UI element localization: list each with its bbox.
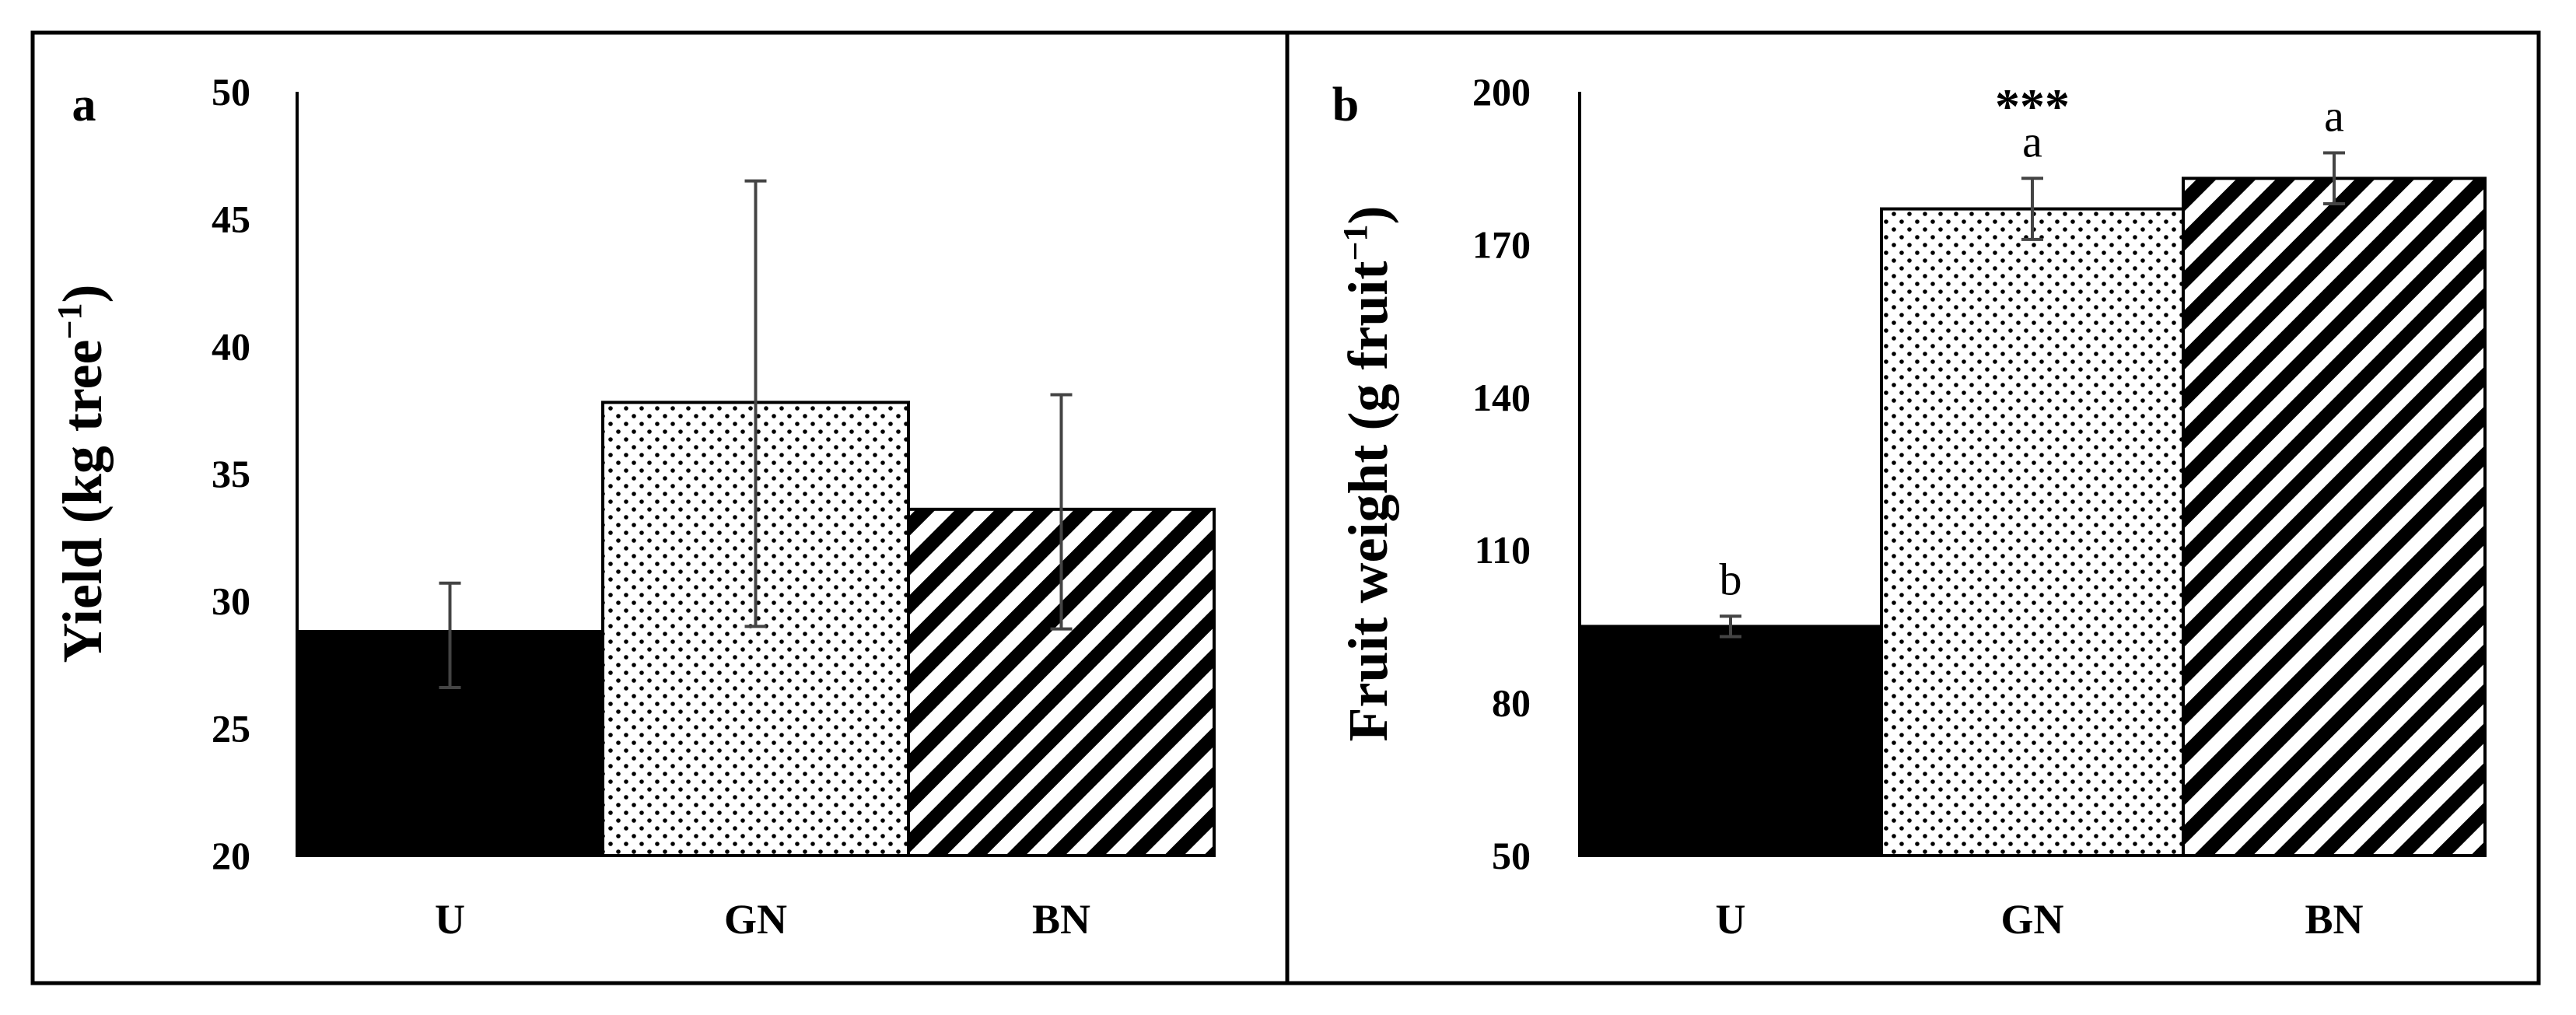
y-tick-label: 45 (212, 198, 250, 241)
y-tick-label: 200 (1472, 70, 1531, 114)
panel-b: b Fruit weight (g fruit−1) 50 80 110 140 170 20… (1332, 70, 2487, 943)
y-tick-label: 30 (212, 579, 250, 623)
y-tick-label: 80 (1492, 681, 1531, 725)
x-tick-label: U (435, 896, 465, 943)
bar-gn (1880, 207, 2185, 858)
significance-letter: a (2022, 116, 2042, 166)
x-tick-label: BN (1032, 896, 1090, 943)
error-bar (2021, 177, 2043, 241)
y-tick-label: 50 (212, 70, 250, 114)
error-bar (439, 581, 461, 689)
x-tick-label: GN (2001, 896, 2064, 943)
bar-u (1578, 625, 1883, 858)
bar-bn (2182, 177, 2487, 857)
y-tick-label: 170 (1472, 222, 1531, 266)
y-tick-label: 40 (212, 324, 250, 368)
x-tick-label: BN (2305, 896, 2363, 943)
significance-letter: b (1720, 554, 1742, 604)
significance-letter: a (2324, 91, 2344, 142)
y-tick-label: 25 (212, 706, 250, 750)
error-bar (2323, 151, 2345, 206)
y-tick-label: 20 (212, 834, 250, 877)
panel-letter: b (1332, 79, 1359, 131)
y-axis-label: Yield (kg tree−1) (51, 285, 114, 663)
error-bar (1050, 393, 1073, 631)
significance-stars: *** (1995, 79, 2070, 134)
x-tick-label: U (1716, 896, 1746, 943)
error-bar (1720, 614, 1741, 639)
panel-letter: a (72, 79, 96, 131)
y-tick-label: 50 (1492, 834, 1531, 877)
x-tick-label: GN (724, 896, 787, 943)
y-tick-label: 140 (1472, 376, 1531, 419)
y-tick-label: 35 (212, 452, 250, 495)
y-axis-label: Fruit weight (g fruit−1) (1336, 206, 1399, 742)
y-tick-label: 110 (1475, 528, 1531, 572)
panel-a: a Yield (kg tree−1) 20 25 30 35 40 45 50 U GN BN (51, 70, 1216, 943)
error-bar (744, 179, 767, 628)
